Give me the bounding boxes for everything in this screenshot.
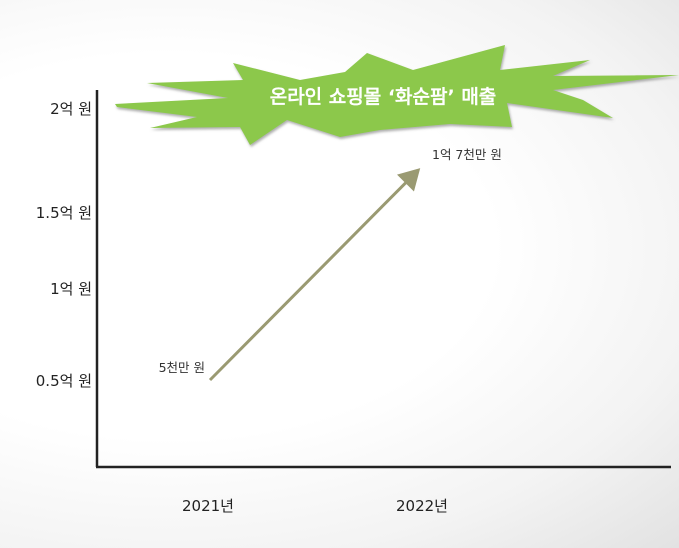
y-tick-label: 1.5억 원	[36, 204, 92, 222]
chart-title: 온라인 쇼핑몰 ‘화순팜’ 매출	[270, 86, 497, 108]
y-tick-label: 0.5억 원	[36, 372, 92, 390]
data-label: 1억 7천만 원	[432, 147, 502, 162]
trend-arrow	[208, 168, 421, 382]
x-tick-label: 2022년	[396, 497, 448, 515]
data-label: 5천만 원	[159, 360, 205, 375]
y-tick-label: 1억 원	[50, 280, 92, 298]
y-tick-label: 2억 원	[50, 100, 92, 118]
title-starburst	[115, 45, 679, 145]
x-tick-label: 2021년	[182, 497, 234, 515]
